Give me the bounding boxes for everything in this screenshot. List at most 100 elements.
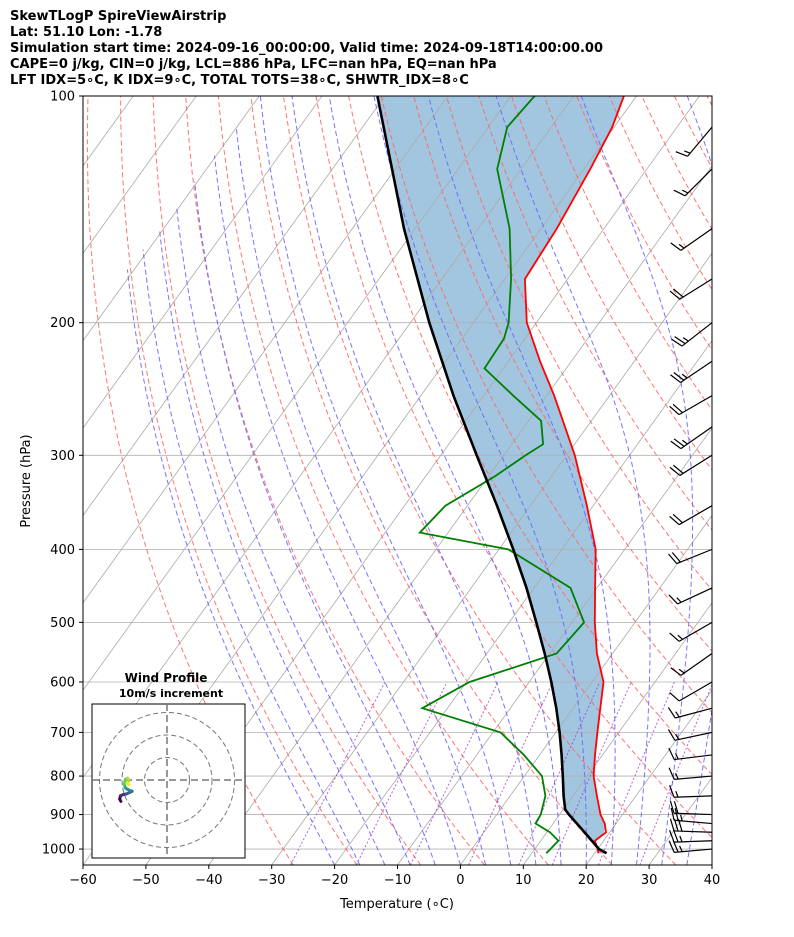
wind-barb <box>669 454 713 476</box>
moist-adiabat-line <box>158 228 386 865</box>
dry-adiabat-line <box>380 96 712 714</box>
wind-barb-feather <box>669 785 675 798</box>
wind-barb <box>668 548 713 565</box>
wind-barb-feather <box>669 466 681 476</box>
wind-barb <box>668 767 713 780</box>
x-tick-label: 40 <box>704 873 721 888</box>
wind-barb-feather <box>669 632 680 642</box>
wind-barb-half-feather <box>677 634 683 640</box>
isotherm-line <box>83 96 323 429</box>
moist-adiabat-line <box>580 96 694 865</box>
y-tick-label: 700 <box>50 726 75 741</box>
hodograph-title: Wind Profile <box>125 671 208 685</box>
wind-barb-staff <box>687 126 713 157</box>
y-tick-label: 1000 <box>42 843 75 858</box>
moist-adiabat-line <box>176 205 411 865</box>
wind-barb <box>669 800 713 816</box>
isotherm-line <box>0 96 70 865</box>
y-tick-label: 600 <box>50 675 75 690</box>
wind-barb-staff <box>674 848 713 853</box>
wind-barb <box>669 278 713 300</box>
wind-barb <box>668 587 713 605</box>
wind-barb <box>668 840 713 853</box>
wind-barb-feather <box>669 692 680 702</box>
wind-barb-feather <box>669 290 681 300</box>
hodograph-frame <box>91 703 246 859</box>
wind-barb <box>670 426 713 450</box>
mixing-ratio-line <box>468 681 554 865</box>
wind-barb-half-feather <box>678 668 685 674</box>
isotherm-line <box>711 864 712 865</box>
hodograph-ring <box>144 757 190 803</box>
wind-barb-staff <box>674 819 713 825</box>
wind-barb-feather <box>667 707 676 719</box>
wind-barb-half-feather <box>681 439 688 445</box>
dry-adiabat-line <box>217 96 549 865</box>
y-tick-label: 900 <box>50 808 75 823</box>
wind-barb-feather <box>668 553 678 565</box>
wind-barb-half-feather <box>675 711 680 718</box>
wind-barb-half-feather <box>678 243 685 249</box>
wind-barb <box>669 395 713 416</box>
location-line: Lat: 51.10 Lon: -1.78 <box>10 25 163 40</box>
wind-barb <box>669 505 713 526</box>
dry-adiabat-line <box>413 96 712 652</box>
wind-barb <box>675 126 713 157</box>
wind-barb-half-feather <box>675 772 679 780</box>
wind-barb-staff <box>674 840 713 843</box>
dry-adiabat-line <box>641 96 712 231</box>
wind-barb-half-feather <box>679 835 683 843</box>
parcel-line <box>376 96 608 855</box>
wind-barb <box>669 621 713 642</box>
x-tick-label: 10 <box>515 873 532 888</box>
wind-barb-staff <box>675 707 713 719</box>
moist-adiabat-line <box>686 96 712 865</box>
moist-adiabat-line <box>142 249 361 865</box>
x-tick-label: 0 <box>456 873 464 888</box>
wind-barb-feather <box>673 372 685 381</box>
isotherm-line <box>0 96 8 865</box>
x-tick-label: 30 <box>641 873 658 888</box>
wind-barb-feather <box>673 818 679 832</box>
dry-adiabat-line <box>772 96 794 865</box>
wind-barb-staff <box>680 426 713 450</box>
wind-barb-feather <box>673 829 679 843</box>
wind-barb-half-feather <box>676 597 682 603</box>
wind-barb-feather <box>669 515 680 526</box>
isotherm-line <box>83 96 512 691</box>
wind-barb-feather <box>674 336 686 345</box>
wind-barb-staff <box>676 548 713 565</box>
wind-barb-feather <box>673 464 684 474</box>
isotherm-line <box>585 689 712 865</box>
wind-barb-feather <box>674 808 679 821</box>
wind-barb-feather <box>669 818 675 832</box>
dry-adiabat-line <box>283 96 677 865</box>
wind-barb <box>673 168 713 197</box>
dewpoint-line <box>418 96 586 854</box>
time-line: Simulation start time: 2024-09-16_00:00:… <box>10 41 603 56</box>
wind-barb-staff <box>674 795 713 798</box>
moist-adiabat-line <box>291 96 537 865</box>
wind-barb-half-feather <box>682 337 689 342</box>
isotherm-line <box>334 339 712 865</box>
wind-barb-staff <box>678 505 713 526</box>
mixing-ratio-line <box>409 681 499 865</box>
wind-barb <box>669 681 713 702</box>
mixing-ratio-line <box>518 681 601 865</box>
mixing-ratio-line <box>551 681 632 865</box>
wind-barb-half-feather <box>674 753 679 760</box>
wind-barb-staff <box>678 681 713 702</box>
wind-barb <box>667 729 713 741</box>
temperature-line <box>523 96 625 854</box>
hodograph-subtitle: 10m/s increment <box>119 687 223 700</box>
moist-adiabat-line <box>428 96 616 865</box>
dry-adiabat-line <box>706 96 712 107</box>
x-tick-label: 20 <box>578 873 595 888</box>
dry-adiabat-line <box>478 96 712 531</box>
moist-adiabat-line <box>194 181 436 865</box>
wind-barb-half-feather <box>679 845 683 852</box>
y-tick-label: 200 <box>50 316 75 331</box>
wind-barb-feather <box>672 840 679 853</box>
wind-barb <box>669 829 713 843</box>
